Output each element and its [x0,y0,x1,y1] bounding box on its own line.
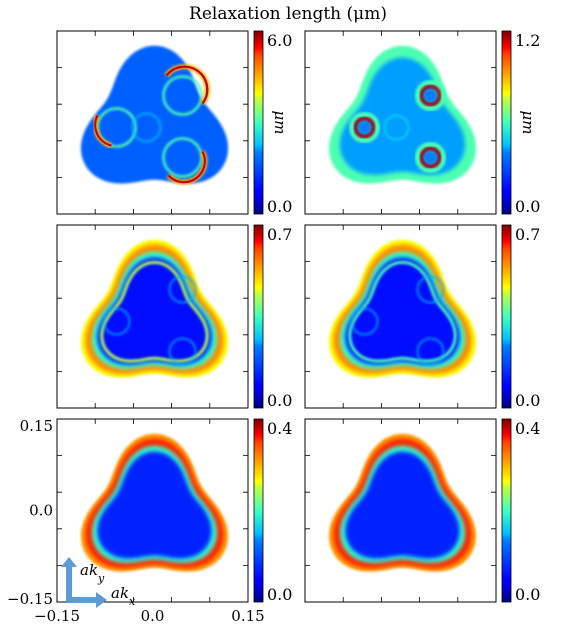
heatmap-panel-6: 0.4 0.0 [304,418,540,604]
lobe-ring [350,307,379,336]
inner-region [345,451,460,559]
hot-arc [167,150,206,184]
aky-arrow [61,557,77,597]
y-tick-label: 0.0 [29,502,53,520]
colorbar-max-label: 1.2 [515,31,540,50]
lobe-halo [415,142,446,173]
y-tick-label: −0.15 [7,590,53,608]
colorbar [253,224,264,409]
akx-arrow [66,592,107,608]
akx-label: akx [111,584,136,608]
lobe-hot-ring [353,116,376,139]
x-tick-label: −0.15 [34,607,80,625]
heatmap-panel-1: 6.0 0.0 μm [56,30,292,216]
hot-arc [165,65,209,105]
figure-title: Relaxation length (μm) [189,4,387,24]
lobe-hot-ring [419,146,442,169]
colorbar-max-label: 0.4 [267,419,292,438]
lobe-ring [168,337,197,366]
panel-ticks [305,225,496,408]
lobe-core [425,152,436,163]
lobe-ring [162,75,203,116]
colorbar [501,30,512,215]
lobe-ring [168,275,197,304]
panel-ticks [57,31,248,214]
inner-band [100,260,209,363]
colorbar [501,224,512,409]
panel-ticks [57,225,248,408]
center-ring [383,114,410,141]
heatmap-panel-4: 0.7 0.0 [304,224,540,410]
lobe-ring [416,337,445,366]
colorbar [253,30,264,215]
colorbar-min-label: 0.0 [515,391,540,410]
colorbar-unit-label: μm [519,111,537,135]
colorbar-max-label: 0.7 [267,225,292,244]
lobe-hot-ring [419,84,442,107]
colorbar-unit-label: μm [271,111,289,135]
inner-band [348,260,457,363]
colorbar-max-label: 0.4 [515,419,540,438]
hot-arc [94,115,112,147]
colorbar-min-label: 0.0 [515,585,540,604]
colorbar-max-label: 0.7 [515,225,540,244]
lobe-ring [102,307,131,336]
heatmap-panel-5: 0.4 0.0 [56,418,292,604]
lobe-ring [162,137,203,178]
colorbar-min-label: 0.0 [515,197,540,216]
colorbar-min-label: 0.0 [267,391,292,410]
inner-region [97,451,212,559]
colorbar [253,418,264,603]
heatmap-panel-3: 0.7 0.0 [56,224,292,410]
colorbar-min-label: 0.0 [267,197,292,216]
heatmap-panel-2: 1.2 0.0 μm [304,30,540,216]
panel-ticks [305,31,496,214]
colorbar-min-label: 0.0 [267,585,292,604]
aky-label: aky [80,561,105,585]
colorbar [501,418,512,603]
panel-ticks [305,419,496,602]
lobe-halo [415,80,446,111]
center-ring [131,112,162,143]
x-tick-label: 0.15 [231,607,264,625]
y-tick-label: 0.15 [20,417,53,435]
lobe-core [425,90,436,101]
lobe-halo [349,112,380,143]
x-tick-label: 0.0 [141,607,165,625]
lobe-ring [416,275,445,304]
lobe-core [359,122,370,133]
colorbar-max-label: 6.0 [267,31,292,50]
